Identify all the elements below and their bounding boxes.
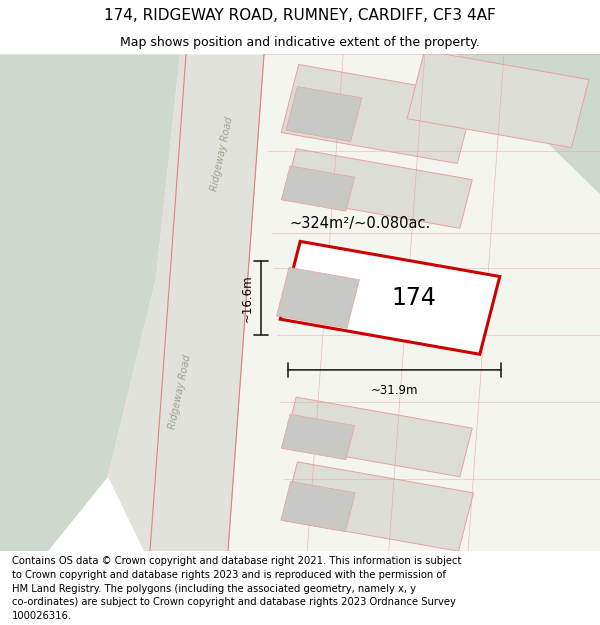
Text: Ridgeway Road: Ridgeway Road [167, 354, 193, 431]
Text: Map shows position and indicative extent of the property.: Map shows position and indicative extent… [120, 36, 480, 49]
Polygon shape [0, 54, 180, 551]
Text: ~31.9m: ~31.9m [371, 384, 418, 397]
Polygon shape [281, 166, 355, 211]
Polygon shape [283, 462, 473, 551]
Polygon shape [277, 268, 359, 328]
Text: HM Land Registry. The polygons (including the associated geometry, namely x, y: HM Land Registry. The polygons (includin… [12, 584, 416, 594]
Text: to Crown copyright and database rights 2023 and is reproduced with the permissio: to Crown copyright and database rights 2… [12, 570, 446, 580]
Polygon shape [281, 414, 355, 459]
Text: Ridgeway Road: Ridgeway Road [209, 116, 235, 192]
Text: ~324m²/~0.080ac.: ~324m²/~0.080ac. [289, 216, 431, 231]
Polygon shape [284, 149, 472, 228]
Polygon shape [108, 54, 264, 551]
Polygon shape [281, 64, 475, 164]
Text: 100026316.: 100026316. [12, 611, 72, 621]
Polygon shape [286, 86, 362, 141]
Polygon shape [456, 54, 600, 194]
Text: Contains OS data © Crown copyright and database right 2021. This information is : Contains OS data © Crown copyright and d… [12, 556, 461, 566]
Polygon shape [281, 481, 355, 532]
Text: ~16.6m: ~16.6m [241, 274, 254, 322]
Text: 174, RIDGEWAY ROAD, RUMNEY, CARDIFF, CF3 4AF: 174, RIDGEWAY ROAD, RUMNEY, CARDIFF, CF3… [104, 8, 496, 22]
Text: co-ordinates) are subject to Crown copyright and database rights 2023 Ordnance S: co-ordinates) are subject to Crown copyr… [12, 598, 456, 608]
Polygon shape [228, 54, 600, 551]
Polygon shape [284, 397, 472, 477]
Polygon shape [407, 51, 589, 148]
Polygon shape [280, 241, 500, 354]
Text: 174: 174 [392, 286, 436, 310]
